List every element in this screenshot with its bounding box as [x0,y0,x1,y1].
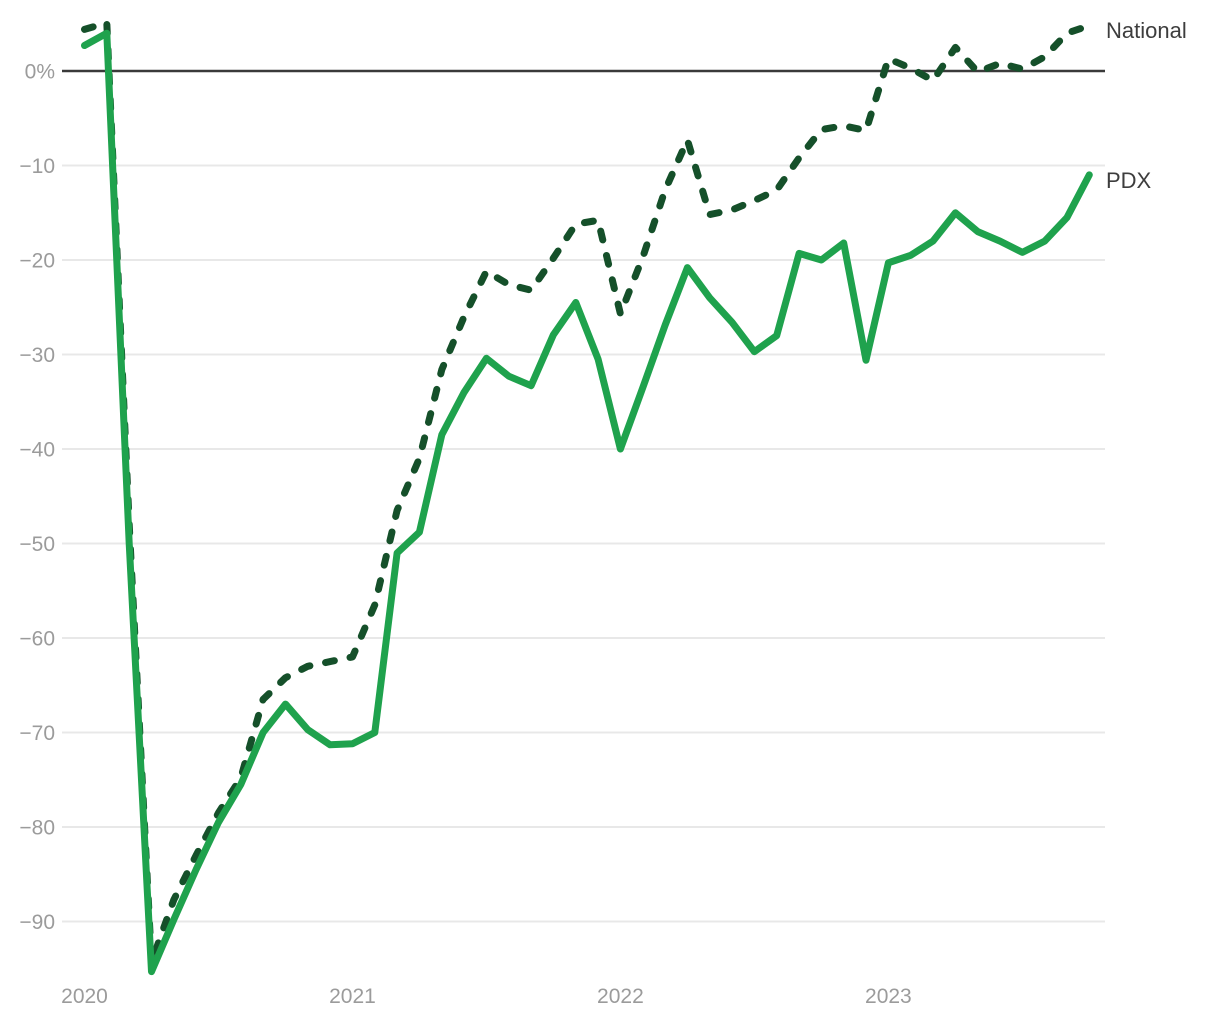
y-tick-label: −70 [19,722,55,745]
national-line [81,19,1093,966]
x-tick-label: 2020 [61,985,108,1008]
y-tick-label: −10 [19,155,55,178]
x-tick-label: 2021 [329,985,376,1008]
y-tick-label: −30 [19,344,55,367]
y-tick-label: −60 [19,628,55,651]
y-tick-label: 0% [25,61,55,84]
y-tick-label: −20 [19,250,55,273]
x-tick-label: 2023 [865,985,912,1008]
y-tick-label: −80 [19,817,55,840]
y-tick-label: −90 [19,911,55,934]
y-tick-label: −40 [19,439,55,462]
x-tick-label: 2022 [597,985,644,1008]
x-axis-labels: 2020 2021 2022 2023 [61,985,912,1008]
series-lines [81,19,1093,976]
y-axis-labels: 0% −10 −20 −30 −40 −50 −60 −70 −80 −90 [19,61,55,935]
pdx-series-label: PDX [1106,168,1152,193]
national-series-label: National [1106,18,1187,43]
y-tick-label: −50 [19,533,55,556]
gridlines [62,69,1105,923]
pdx-line [81,29,1093,976]
